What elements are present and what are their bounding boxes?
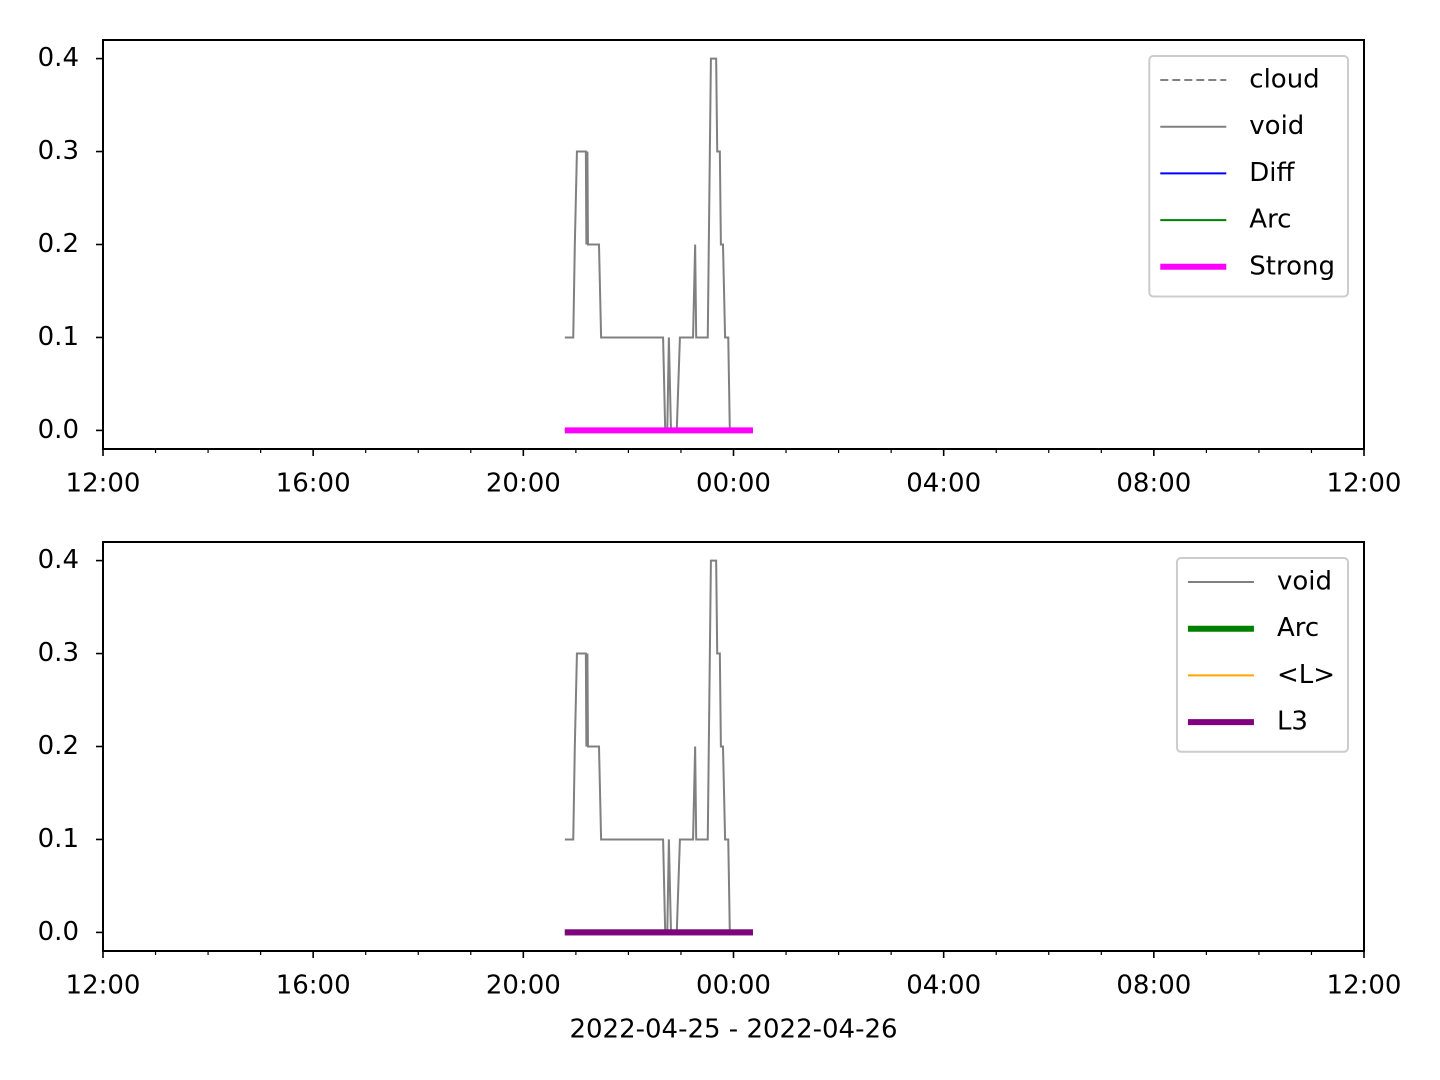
- series-line: [564, 559, 731, 934]
- x-tick-label: 04:00: [906, 971, 981, 1001]
- legend: cloud void Diff Arc Strong: [1148, 55, 1349, 298]
- x-tick-label: 08:00: [1116, 971, 1191, 1001]
- x-tick-label: 20:00: [486, 469, 561, 499]
- x-axis-label: 2022-04-25 - 2022-04-26: [569, 1015, 897, 1045]
- legend-label: Arc: [1277, 613, 1319, 643]
- y-tick-label: 0.2: [38, 731, 79, 761]
- y-tick-label: 0.3: [38, 638, 79, 668]
- x-tick-label: 12:00: [66, 971, 141, 1001]
- y-tick-label: 0.0: [38, 415, 79, 445]
- x-tick-label: 12:00: [66, 469, 141, 499]
- legend-box: [1175, 557, 1349, 753]
- y-tick-label: 0.3: [38, 136, 79, 166]
- legend: void Arc <L> L3: [1175, 557, 1349, 753]
- y-tick-label: 0.4: [38, 43, 79, 73]
- legend-label: Diff: [1249, 158, 1295, 188]
- legend-label: cloud: [1249, 65, 1319, 95]
- x-tick-label: 00:00: [696, 469, 771, 499]
- y-tick-label: 0.1: [38, 322, 79, 352]
- legend-label: <L>: [1277, 660, 1335, 690]
- x-tick-label: 00:00: [696, 971, 771, 1001]
- subplot: 0.0 0.1 0.2 0.3 0.4 12:00 16:00 20:00 00:00 04:00…: [38, 541, 1402, 1045]
- y-tick-label: 0.0: [38, 917, 79, 947]
- axes-frame: [102, 541, 1365, 952]
- x-tick-label: 20:00: [486, 971, 561, 1001]
- x-tick-label: 16:00: [276, 971, 351, 1001]
- x-tick-label: 12:00: [1327, 469, 1402, 499]
- legend-label: void: [1249, 111, 1304, 141]
- series-line: [564, 57, 731, 432]
- legend-label: L3: [1277, 707, 1308, 737]
- x-tick-label: 12:00: [1327, 971, 1402, 1001]
- legend-box: [1148, 55, 1349, 298]
- legend-label: Strong: [1249, 251, 1335, 281]
- legend-label: Arc: [1249, 205, 1291, 235]
- x-tick-label: 08:00: [1116, 469, 1191, 499]
- subplot: 0.0 0.1 0.2 0.3 0.4 12:00 16:00 20:00 00:00 04:00…: [38, 39, 1402, 499]
- x-tick-label: 04:00: [906, 469, 981, 499]
- y-tick-label: 0.4: [38, 545, 79, 575]
- y-tick-label: 0.2: [38, 229, 79, 259]
- legend-label: void: [1277, 567, 1332, 597]
- y-tick-label: 0.1: [38, 824, 79, 854]
- x-tick-label: 16:00: [276, 469, 351, 499]
